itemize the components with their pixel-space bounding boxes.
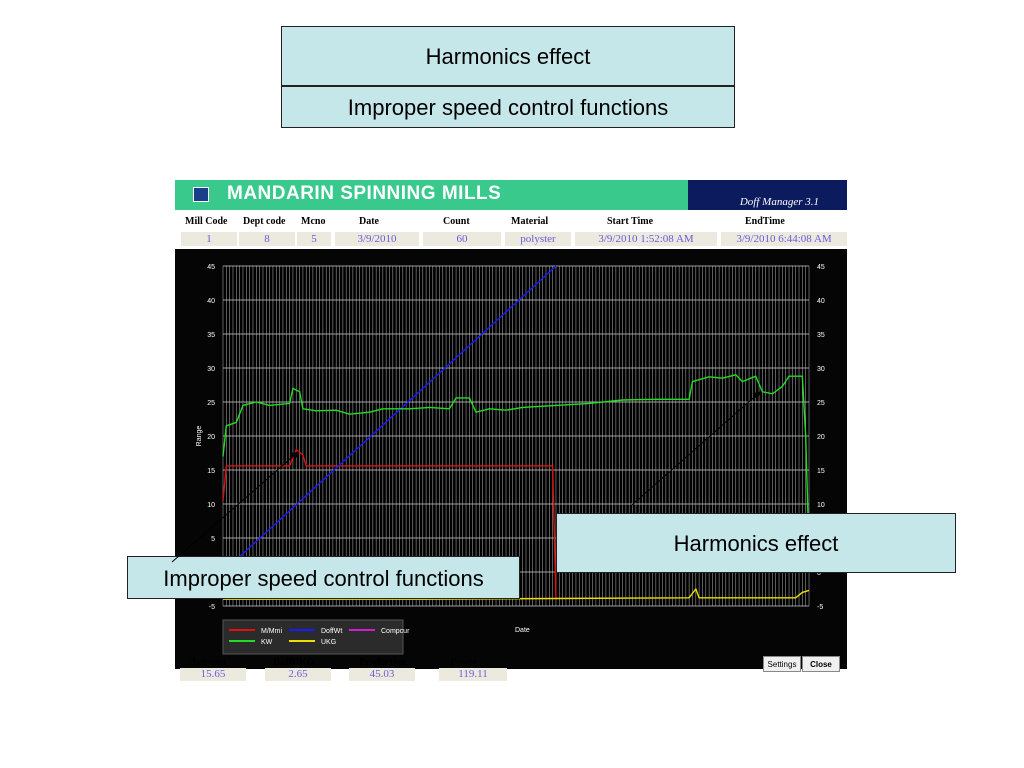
doff-manager-window: MANDARIN SPINNING MILLS Doff Manager 3.1… <box>175 180 847 682</box>
power-label: Power <box>450 657 478 668</box>
y-tick-right: -5 <box>817 604 823 611</box>
y-tick-left: 35 <box>207 332 215 339</box>
y-tick-left: 25 <box>207 400 215 407</box>
close-button[interactable]: Close <box>802 656 840 672</box>
series-line-ukg <box>223 587 810 600</box>
subtitle-callout: Improper speed control functions <box>281 86 735 128</box>
y-tick-left: 15 <box>207 468 215 475</box>
material-label: Material <box>511 216 549 227</box>
production-value[interactable]: 45.03 <box>349 668 415 681</box>
y-tick-left: 30 <box>207 366 215 373</box>
app-logo-icon <box>193 187 209 202</box>
y-tick-right: 30 <box>817 366 825 373</box>
series-line-kw <box>222 374 810 552</box>
legend-label: UKG <box>321 639 336 646</box>
settings-button[interactable]: Settings <box>763 656 801 672</box>
y-tick-right: 45 <box>817 264 825 271</box>
y-tick-right: 40 <box>817 298 825 305</box>
y-tick-right: 35 <box>817 332 825 339</box>
end-time-value[interactable]: 3/9/2010 6:44:08 AM <box>721 232 847 246</box>
material-value[interactable]: polyster <box>505 232 571 246</box>
line-chart: -5-5005510101515202025253030353540404545… <box>196 264 825 655</box>
count-value[interactable]: 60 <box>423 232 501 246</box>
y-tick-right: 25 <box>817 400 825 407</box>
y-tick-left: 20 <box>207 434 215 441</box>
mill-code-value[interactable]: 1 <box>181 232 237 246</box>
legend-label: Compcur <box>381 628 410 635</box>
chart-panel: -5-5005510101515202025253030353540404545… <box>175 249 847 669</box>
dept-code-value[interactable]: 8 <box>239 232 295 246</box>
title-callout: Harmonics effect <box>281 26 735 86</box>
date-label: Date <box>359 216 379 227</box>
mill-code-label: Mill Code <box>185 216 228 227</box>
y-axis-label: Range <box>196 426 203 447</box>
doffukg-value[interactable]: 2.65 <box>265 668 331 681</box>
date-value[interactable]: 3/9/2010 <box>335 232 419 246</box>
y-tick-left: -5 <box>209 604 215 611</box>
legend-box <box>222 619 404 655</box>
avgmmi-value[interactable]: 15.65 <box>180 668 246 681</box>
harmonics-callout: Harmonics effect <box>556 513 956 573</box>
mcno-label: Mcno <box>301 216 326 227</box>
app-header: MANDARIN SPINNING MILLS Doff Manager 3.1 <box>175 180 847 210</box>
app-brand: MANDARIN SPINNING MILLS <box>227 183 502 204</box>
y-tick-left: 45 <box>207 264 215 271</box>
doffukg-label: DoffUKG <box>273 657 315 668</box>
start-time-value[interactable]: 3/9/2010 1:52:08 AM <box>575 232 717 246</box>
y-tick-left: 5 <box>211 536 215 543</box>
y-tick-left: 10 <box>207 502 215 509</box>
avgmmi-label: Avgmmi <box>190 657 226 668</box>
end-time-label: EndTime <box>745 216 785 227</box>
dept-code-label: Dept code <box>243 216 286 227</box>
y-tick-left: 40 <box>207 298 215 305</box>
production-label: Production <box>359 657 407 668</box>
power-value[interactable]: 119.11 <box>439 668 507 681</box>
count-label: Count <box>443 216 470 227</box>
y-tick-right: 15 <box>817 468 825 475</box>
start-time-label: Start Time <box>607 216 654 227</box>
legend-label: KW <box>261 639 273 646</box>
speed-control-callout: Improper speed control functions <box>127 556 520 599</box>
x-axis-label: Date <box>515 627 530 634</box>
mcno-value[interactable]: 5 <box>297 232 331 246</box>
app-version: Doff Manager 3.1 <box>688 180 847 210</box>
y-tick-right: 20 <box>817 434 825 441</box>
legend-label: M/Mmi <box>261 628 282 635</box>
y-tick-right: 10 <box>817 502 825 509</box>
legend-label: DoffWt <box>321 628 342 635</box>
y-tick-right: 0 <box>817 570 821 577</box>
